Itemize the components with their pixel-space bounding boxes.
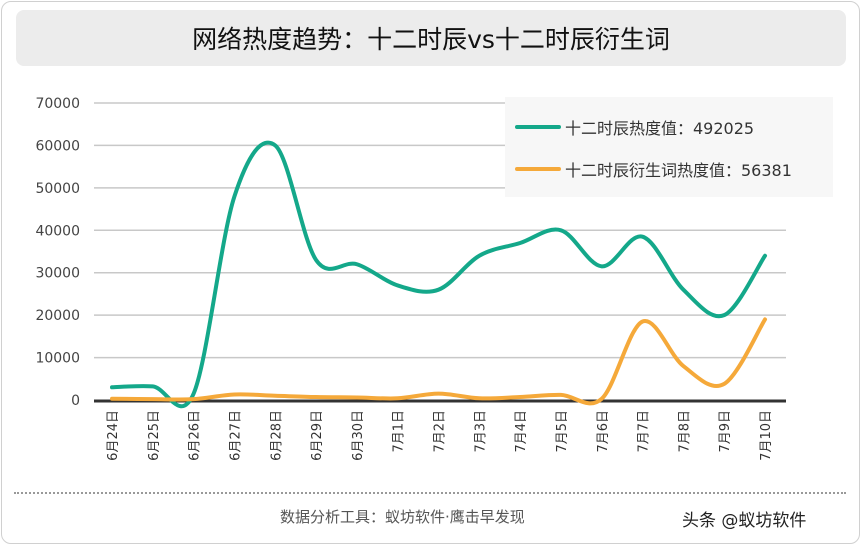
legend-label: 十二时辰衍生词热度值：56381: [565, 161, 792, 180]
divider: [14, 492, 846, 494]
y-tick-label: 10000: [35, 351, 80, 367]
x-tick-label: 7月3日: [473, 410, 488, 453]
watermark: 头条 @蚁坊软件: [682, 511, 807, 531]
footer-note: 数据分析工具：蚁坊软件·鹰击早发现: [280, 508, 525, 526]
y-tick-label: 30000: [35, 266, 80, 282]
x-tick-label: 6月24日: [106, 410, 121, 461]
x-tick-label: 6月30日: [351, 410, 366, 461]
y-tick-label: 20000: [35, 308, 80, 324]
x-tick-label: 6月26日: [188, 410, 203, 461]
y-tick-label: 50000: [35, 181, 80, 197]
x-tick-label: 7月8日: [677, 410, 692, 453]
chart-title: 网络热度趋势：十二时辰vs十二时辰衍生词: [16, 10, 846, 66]
series-line-1: [110, 140, 767, 409]
legend-item-series-2: 十二时辰衍生词热度值：56381: [515, 157, 792, 181]
x-tick-label: 7月2日: [433, 410, 448, 453]
series-line-2: [110, 317, 767, 406]
x-tick-label: 7月6日: [596, 410, 611, 453]
x-tick-label: 6月29日: [310, 410, 325, 461]
x-tick-label: 6月27日: [228, 410, 243, 461]
legend-swatch: [515, 125, 561, 129]
x-tick-label: 7月7日: [637, 410, 652, 453]
y-tick-label: 40000: [35, 223, 80, 239]
x-tick-label: 6月28日: [269, 410, 284, 461]
legend: 十二时辰热度值：492025 十二时辰衍生词热度值：56381: [505, 97, 833, 197]
legend-label: 十二时辰热度值：492025: [565, 119, 755, 138]
x-tick-label: 7月4日: [514, 410, 529, 453]
x-tick-label: 7月1日: [392, 410, 407, 453]
y-tick-label: 60000: [35, 138, 80, 154]
legend-item-series-1: 十二时辰热度值：492025: [515, 115, 754, 139]
x-tick-label: 7月9日: [718, 410, 733, 453]
x-tick-label: 7月10日: [759, 410, 774, 461]
y-tick-label: 70000: [35, 96, 80, 112]
x-tick-label: 6月25日: [147, 410, 162, 461]
y-tick-label: 0: [71, 393, 80, 409]
x-tick-label: 7月5日: [555, 410, 570, 453]
legend-swatch: [515, 167, 561, 171]
